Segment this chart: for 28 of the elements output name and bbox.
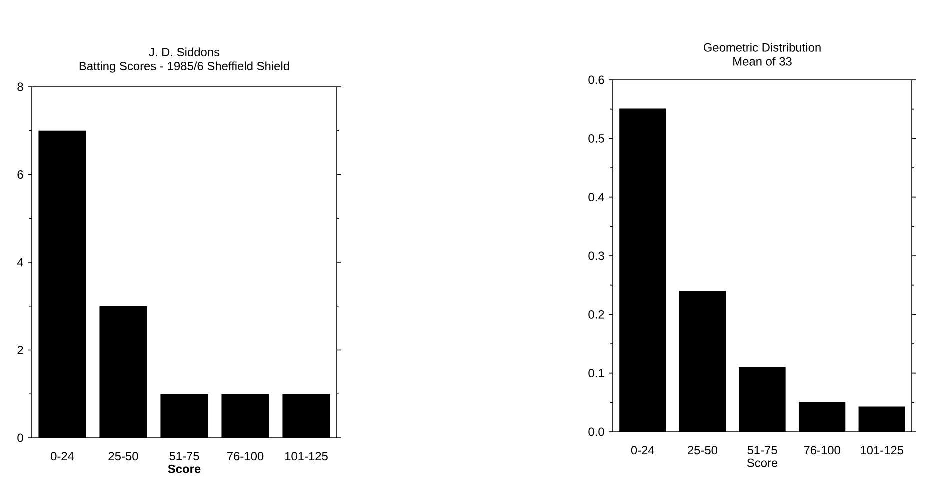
x-tick-label: 51-75 [170,452,200,461]
x-tick-label: 76-100 [227,452,264,461]
x-tick-label: 51-75 [748,446,778,455]
y-tick-label: 0.3 [588,252,604,260]
y-tick-label: 6 [18,170,24,179]
x-tick-label: 76-100 [804,446,840,455]
x-tick-label: 0-24 [51,452,74,461]
y-tick-label: 0.6 [588,76,604,84]
y-tick-label: 0.4 [588,193,604,202]
y-tick-label: 4 [17,258,24,267]
y-tick-label: 2 [18,346,24,354]
x-tick-label: 0-24 [631,446,655,455]
x-tick-label: 25-50 [108,452,138,461]
x-axis-title: Score [747,458,778,468]
y-tick-label: 0.2 [588,310,604,319]
y-tick-label: 0.0 [588,428,604,436]
x-tick-label: 25-50 [688,446,718,455]
y-tick-label: 0 [18,434,24,442]
y-tick-label: 0.5 [588,134,604,143]
y-tick-label: 8 [18,82,24,92]
x-tick-label: 101-125 [285,452,328,461]
chart-subtitle: Batting Scores - 1985/6 Sheffield Shield [80,62,290,73]
chart-subtitle: Mean of 33 [734,57,792,66]
x-tick-label: 101-125 [861,446,904,455]
chart-title: Geometric Distribution [704,43,821,52]
chart-title: J. D. Siddons [149,48,220,57]
y-tick-label: 0.1 [588,369,604,378]
x-axis-title: Score [168,464,201,474]
